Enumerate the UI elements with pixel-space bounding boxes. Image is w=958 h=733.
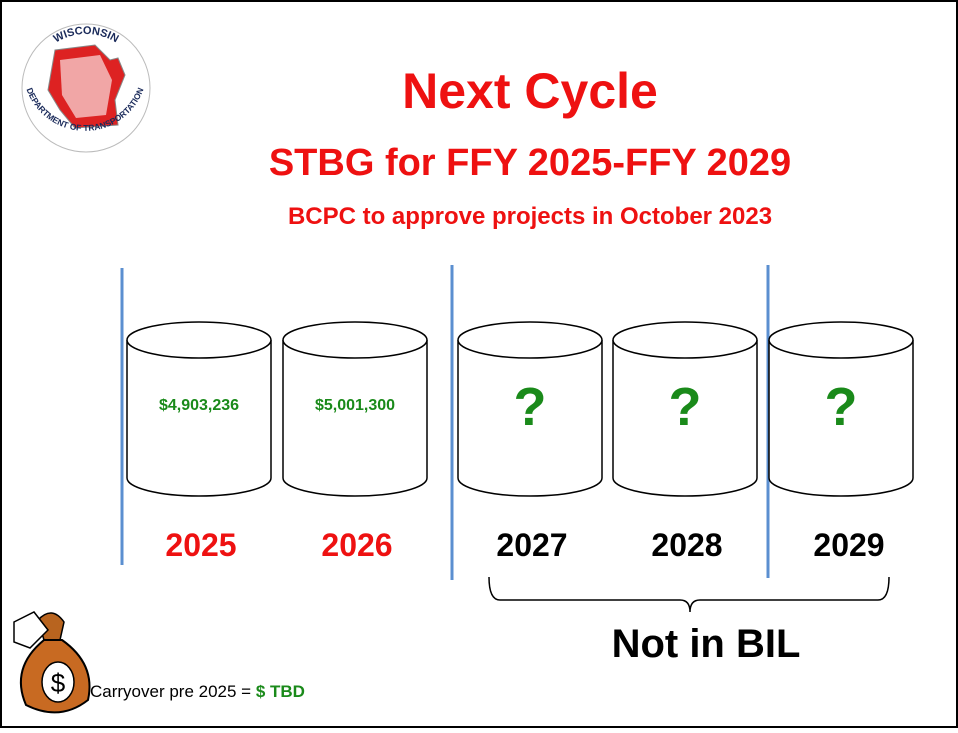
bucket-body (768, 340, 914, 497)
logo: WISCONSIN DEPARTMENT OF TRANSPORTATION (21, 23, 151, 153)
carryover-amount: $ TBD (256, 682, 305, 701)
bucket-year: 2027 (496, 527, 567, 563)
bucket-amount: ? (514, 377, 547, 437)
bucket-year: 2028 (651, 527, 722, 563)
brace-label: Not in BIL (612, 622, 801, 666)
bucket-top (612, 321, 758, 359)
bucket-top (126, 321, 272, 359)
logo-highlight (60, 55, 112, 118)
bucket-body (126, 340, 272, 497)
bucket-top (457, 321, 603, 359)
svg-text:$: $ (51, 668, 66, 698)
carryover-line: Carryover pre 2025 = $ TBD (90, 682, 305, 701)
bucket-body (612, 340, 758, 497)
bucket-body (282, 340, 428, 497)
bucket-amount: ? (825, 377, 858, 437)
bucket-top (282, 321, 428, 359)
brace (488, 576, 890, 613)
carryover-label: Carryover pre 2025 = (90, 682, 256, 701)
bucket-year: 2025 (165, 527, 236, 563)
bucket-year: 2029 (813, 527, 884, 563)
note: BCPC to approve projects in October 2023 (288, 203, 772, 230)
title: Next Cycle (402, 63, 658, 119)
bucket-amount: ? (669, 377, 702, 437)
buckets: $4,903,236 2025 $5,001,300 2026? 2027? 2028? 2… (126, 321, 914, 563)
bucket-amount: $5,001,300 (315, 397, 395, 414)
subtitle: STBG for FFY 2025-FFY 2029 (269, 142, 791, 184)
money-bag-icon: $ (13, 611, 91, 714)
bucket-body (457, 340, 603, 497)
bucket-amount: $4,903,236 (159, 397, 239, 414)
bucket-year: 2026 (321, 527, 392, 563)
bucket-top (768, 321, 914, 359)
